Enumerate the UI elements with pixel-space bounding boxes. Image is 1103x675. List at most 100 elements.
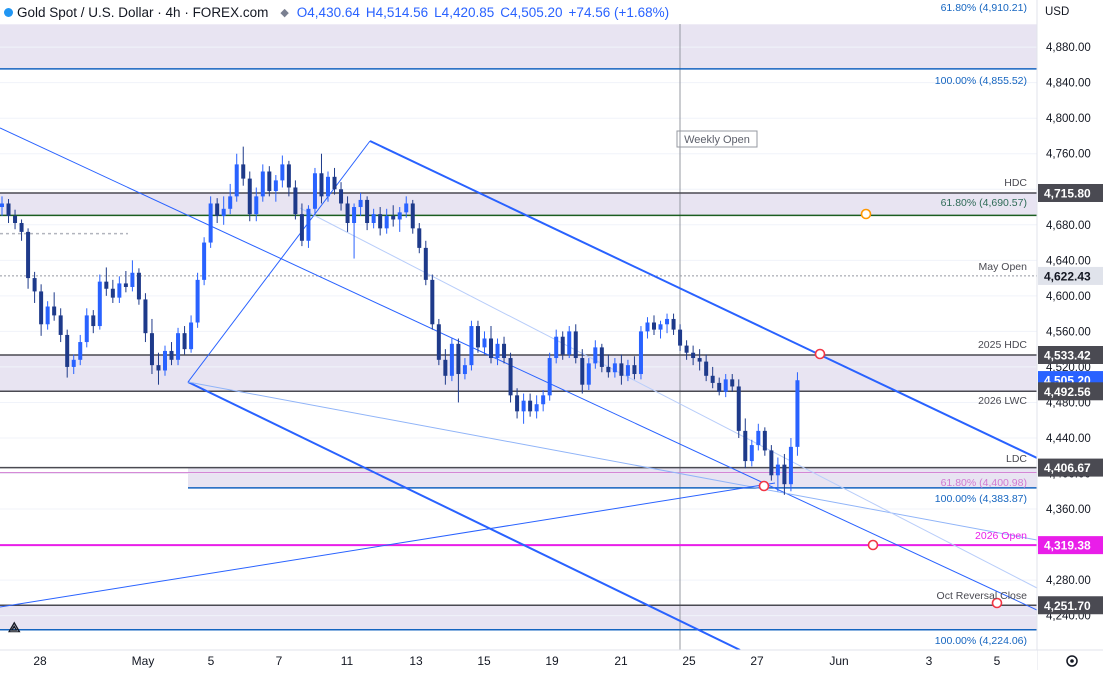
candle-body[interactable] — [593, 347, 598, 364]
candle-body[interactable] — [469, 326, 474, 366]
candle-body[interactable] — [547, 358, 552, 396]
candle-body[interactable] — [769, 450, 774, 476]
candle-body[interactable] — [52, 306, 57, 316]
candle-body[interactable] — [638, 331, 643, 375]
candle-body[interactable] — [130, 272, 135, 287]
candle-body[interactable] — [489, 338, 493, 359]
candle-body[interactable] — [782, 464, 787, 485]
candle-body[interactable] — [684, 345, 689, 353]
alert-icon[interactable]: ◆ — [280, 6, 289, 19]
pitchfork-handle-line[interactable] — [187, 140, 371, 383]
candle-body[interactable] — [143, 299, 148, 334]
candle-body[interactable] — [234, 164, 239, 197]
candle-body[interactable] — [104, 281, 109, 289]
candle-body[interactable] — [730, 379, 735, 387]
candle-body[interactable] — [743, 430, 748, 462]
candle-body[interactable] — [371, 214, 376, 224]
candle-body[interactable] — [462, 365, 467, 375]
candle-body[interactable] — [0, 203, 4, 208]
candle-body[interactable] — [339, 189, 344, 204]
candle-body[interactable] — [391, 215, 396, 220]
candle-body[interactable] — [13, 215, 18, 224]
candle-body[interactable] — [65, 334, 70, 367]
candle-body[interactable] — [247, 178, 252, 215]
candle-body[interactable] — [78, 342, 83, 360]
candle-body[interactable] — [697, 358, 702, 362]
candle-body[interactable] — [280, 164, 285, 181]
candle-body[interactable] — [384, 215, 389, 229]
marker-2026-open[interactable] — [867, 539, 879, 551]
candle-body[interactable] — [326, 176, 330, 197]
candle-body[interactable] — [241, 164, 246, 179]
candle-body[interactable] — [658, 324, 663, 330]
candle-body[interactable] — [19, 223, 24, 232]
candle-body[interactable] — [110, 288, 115, 298]
candle-body[interactable] — [299, 214, 304, 241]
candle-body[interactable] — [423, 247, 428, 280]
candle-body[interactable] — [267, 171, 272, 192]
candle-body[interactable] — [430, 279, 435, 325]
candle-body[interactable] — [573, 331, 578, 359]
candle-body[interactable] — [26, 231, 31, 279]
candle-body[interactable] — [449, 343, 454, 376]
candle-body[interactable] — [84, 315, 89, 343]
candle-body[interactable] — [91, 315, 96, 327]
candle-body[interactable] — [736, 386, 741, 431]
marker-low-touch[interactable] — [758, 480, 770, 492]
candle-body[interactable] — [97, 281, 102, 327]
candle-body[interactable] — [482, 338, 487, 348]
candle-body[interactable] — [58, 315, 63, 335]
candle-body[interactable] — [293, 187, 298, 215]
candle-body[interactable] — [273, 180, 278, 192]
candle-body[interactable] — [704, 361, 709, 376]
candle-body[interactable] — [254, 196, 259, 215]
candle-body[interactable] — [475, 326, 480, 348]
candle-body[interactable] — [567, 331, 572, 355]
candle-body[interactable] — [286, 164, 291, 188]
candle-body[interactable] — [358, 199, 363, 208]
candle-body[interactable] — [541, 395, 546, 405]
candle-body[interactable] — [306, 208, 311, 241]
candle-body[interactable] — [788, 446, 793, 485]
candle-body[interactable] — [508, 358, 513, 396]
candle-body[interactable] — [625, 365, 630, 376]
candle-body[interactable] — [762, 430, 767, 451]
candle-body[interactable] — [599, 347, 604, 367]
candle-body[interactable] — [228, 196, 233, 209]
candle-body[interactable] — [189, 322, 194, 350]
price-axis[interactable] — [1037, 0, 1103, 670]
candle-body[interactable] — [149, 333, 154, 366]
candle-body[interactable] — [169, 350, 174, 360]
candle-body[interactable] — [39, 291, 44, 325]
candle-body[interactable] — [332, 176, 337, 190]
candle-body[interactable] — [652, 322, 656, 330]
candle-body[interactable] — [176, 333, 181, 360]
marker-oct-reversal[interactable] — [991, 597, 1003, 609]
marker-channel-touch[interactable] — [814, 348, 826, 360]
candle-body[interactable] — [795, 380, 800, 447]
candle-body[interactable] — [619, 363, 624, 376]
candle-body[interactable] — [528, 400, 533, 412]
candle-body[interactable] — [156, 365, 161, 371]
candle-body[interactable] — [221, 208, 226, 216]
candle-body[interactable] — [182, 333, 187, 350]
candle-body[interactable] — [436, 324, 441, 360]
channel-upper-line[interactable] — [369, 140, 1037, 459]
candle-body[interactable] — [410, 203, 415, 229]
candle-body[interactable] — [163, 350, 167, 371]
candle-body[interactable] — [534, 404, 539, 412]
candle-body[interactable] — [521, 400, 526, 412]
candle-body[interactable] — [136, 272, 141, 300]
slope-support-line[interactable] — [0, 482, 776, 608]
candle-body[interactable] — [606, 366, 611, 373]
candle-body[interactable] — [195, 279, 200, 323]
candle-body[interactable] — [775, 464, 780, 476]
time-axis[interactable] — [0, 650, 1037, 670]
candle-body[interactable] — [397, 212, 402, 220]
candle-body[interactable] — [612, 363, 617, 373]
candle-body[interactable] — [586, 363, 591, 385]
candle-body[interactable] — [208, 203, 213, 243]
channel-parallel-line[interactable] — [187, 381, 1037, 541]
settings-gear-icon[interactable] — [1066, 655, 1078, 667]
